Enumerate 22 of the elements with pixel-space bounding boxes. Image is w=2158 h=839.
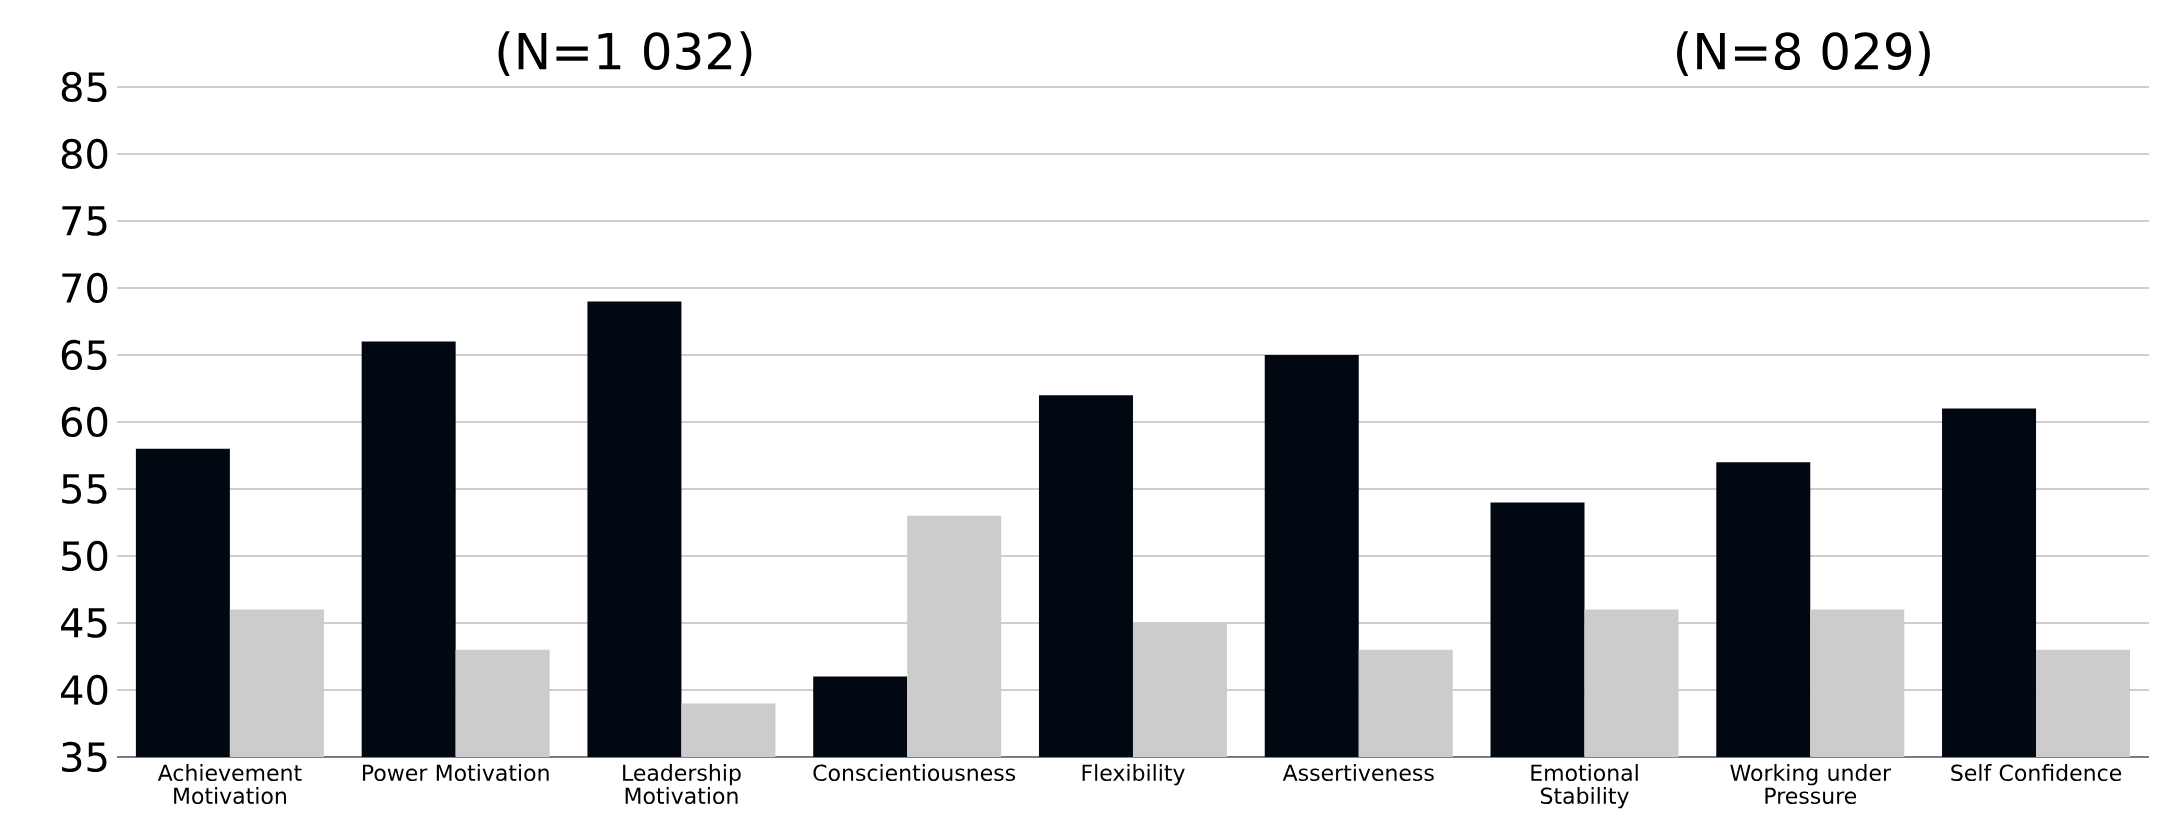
y-tick-label: 55: [62, 474, 107, 504]
x-tick-label: Conscientiousness: [813, 764, 1016, 782]
y-tick-label: 85: [61, 71, 107, 103]
y-tick-label: 50: [62, 540, 108, 572]
text: (N=1 032): [498, 31, 752, 76]
x-tick-label: Emotional Stability: [1531, 764, 1638, 809]
y-tick-label: 75: [62, 206, 107, 236]
x-tick-label: Achievement Motivation: [157, 764, 302, 805]
y-tick-label: 35: [62, 741, 107, 773]
y-tick-label: 60: [61, 406, 108, 438]
x-tick-label: Power Motivation: [362, 764, 549, 782]
y-tick-label: 40: [60, 674, 108, 706]
y-tick-label: 65: [61, 339, 107, 371]
x-tick-label: Leadership Motivation: [623, 764, 741, 805]
x-tick-label: Self Confidence: [1951, 764, 2122, 782]
x-tick-label: Working under Pressure: [1730, 764, 1892, 805]
text: (N=8 029): [1677, 31, 1930, 76]
y-tick-label: 80: [61, 138, 108, 170]
y-tick-label: 70: [62, 272, 108, 304]
x-tick-label: Flexibility: [1082, 764, 1185, 786]
y-tick-label: 45: [60, 608, 107, 638]
x-tick-label: Assertiveness: [1282, 764, 1434, 782]
